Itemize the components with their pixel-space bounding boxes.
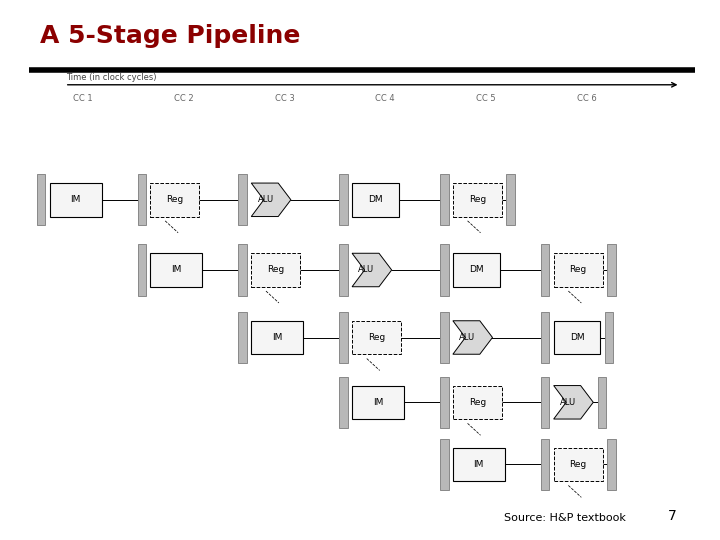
Bar [150, 253, 202, 287]
Text: DM: DM [368, 195, 383, 204]
Bar [598, 377, 606, 428]
Bar [453, 448, 505, 481]
Bar [554, 321, 600, 354]
Text: Reg: Reg [570, 266, 587, 274]
Bar [150, 183, 199, 217]
Text: Reg: Reg [267, 266, 284, 274]
Text: ALU: ALU [459, 333, 475, 342]
Bar [37, 174, 45, 226]
Bar [541, 377, 549, 428]
Bar [339, 312, 348, 363]
Text: IM: IM [373, 398, 383, 407]
Bar [339, 377, 348, 428]
Bar [541, 438, 549, 490]
Text: IM: IM [171, 266, 181, 274]
Polygon shape [251, 183, 291, 217]
Bar [50, 183, 102, 217]
Bar [339, 174, 348, 226]
Text: IM: IM [71, 195, 81, 204]
Polygon shape [453, 321, 492, 354]
Bar [440, 244, 449, 296]
Text: 7: 7 [667, 509, 676, 523]
Bar [440, 174, 449, 226]
Text: CC 1: CC 1 [73, 94, 93, 103]
Bar [352, 321, 401, 354]
Bar [238, 312, 247, 363]
Bar [352, 386, 404, 419]
Bar [506, 174, 515, 226]
Text: DM: DM [570, 333, 585, 342]
Text: Source: H&P textbook: Source: H&P textbook [504, 512, 626, 523]
Bar [453, 386, 502, 419]
Text: ALU: ALU [258, 195, 274, 204]
Bar [138, 244, 146, 296]
Bar [440, 438, 449, 490]
Text: IM: IM [272, 333, 282, 342]
Bar [554, 253, 603, 287]
Bar [440, 312, 449, 363]
Bar [453, 183, 502, 217]
Text: Reg: Reg [166, 195, 184, 204]
Bar [251, 253, 300, 287]
Text: DM: DM [469, 266, 484, 274]
Text: Reg: Reg [570, 460, 587, 469]
Text: Time (in clock cycles): Time (in clock cycles) [66, 72, 157, 82]
Text: Reg: Reg [368, 333, 385, 342]
Text: Reg: Reg [469, 398, 486, 407]
Polygon shape [352, 253, 392, 287]
Polygon shape [554, 386, 593, 419]
Bar [605, 312, 613, 363]
Bar [251, 321, 303, 354]
Bar [607, 244, 616, 296]
Bar [607, 438, 616, 490]
Text: A 5-Stage Pipeline: A 5-Stage Pipeline [40, 24, 300, 48]
Text: CC 2: CC 2 [174, 94, 194, 103]
Text: CC 6: CC 6 [577, 94, 597, 103]
Text: IM: IM [474, 460, 484, 469]
Text: Reg: Reg [469, 195, 486, 204]
Bar [554, 448, 603, 481]
Bar [339, 244, 348, 296]
Bar [352, 183, 399, 217]
Text: CC 3: CC 3 [274, 94, 294, 103]
Bar [238, 174, 247, 226]
Bar [238, 244, 247, 296]
Text: CC 5: CC 5 [476, 94, 496, 103]
Bar [541, 312, 549, 363]
Bar [541, 244, 549, 296]
Bar [138, 174, 146, 226]
Text: ALU: ALU [560, 398, 576, 407]
Text: CC 4: CC 4 [375, 94, 395, 103]
Bar [453, 253, 500, 287]
Bar [440, 377, 449, 428]
Text: ALU: ALU [359, 266, 374, 274]
